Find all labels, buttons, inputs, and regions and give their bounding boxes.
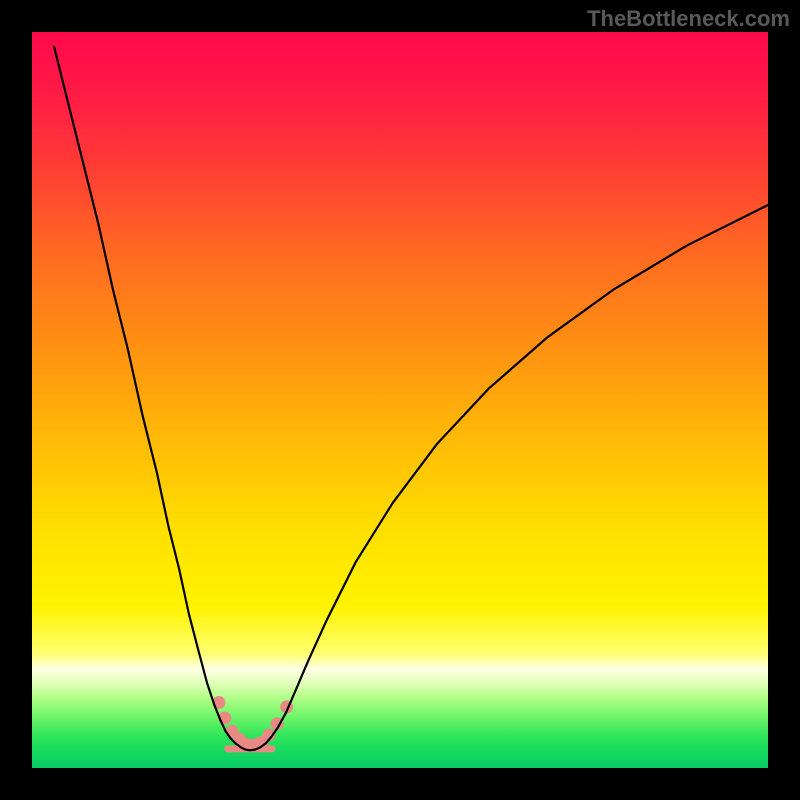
plot-background — [32, 32, 768, 768]
bottleneck-chart: TheBottleneck.com — [0, 0, 800, 800]
chart-svg — [0, 0, 800, 800]
